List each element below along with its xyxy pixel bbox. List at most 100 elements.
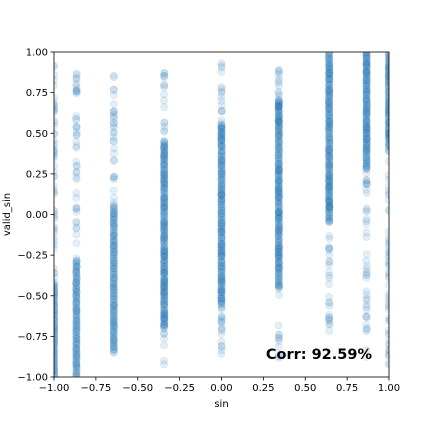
data-point	[160, 170, 168, 178]
data-point	[110, 246, 118, 255]
data-point	[109, 310, 118, 319]
data-point	[109, 237, 118, 246]
data-point	[275, 331, 283, 340]
data-point	[217, 157, 226, 166]
data-point	[362, 189, 371, 197]
data-point	[217, 188, 226, 197]
data-point	[325, 92, 334, 101]
data-point	[110, 322, 118, 331]
data-point	[274, 117, 283, 126]
data-point	[217, 169, 226, 178]
data-point	[362, 134, 371, 143]
data-point	[274, 102, 283, 111]
data-point	[325, 126, 334, 135]
data-point	[110, 214, 118, 223]
data-point	[275, 115, 283, 123]
data-point	[325, 316, 334, 325]
data-point	[385, 52, 389, 58]
data-point	[274, 250, 283, 259]
data-point	[325, 181, 334, 190]
data-point	[109, 113, 118, 121]
data-point	[217, 204, 226, 213]
data-point	[275, 251, 283, 260]
data-point	[325, 314, 333, 323]
data-point	[54, 150, 58, 159]
data-point	[109, 305, 118, 313]
data-point	[325, 159, 334, 168]
data-point	[274, 139, 283, 148]
data-point	[385, 314, 389, 322]
data-point	[54, 319, 58, 328]
data-point	[274, 188, 283, 197]
data-point	[217, 160, 226, 168]
data-point	[325, 122, 333, 131]
data-point	[54, 291, 58, 300]
data-point	[325, 169, 333, 178]
data-point	[109, 330, 118, 339]
data-point	[160, 256, 169, 265]
data-point	[160, 198, 169, 207]
data-point	[385, 94, 389, 103]
data-point	[274, 166, 283, 175]
data-point	[72, 340, 81, 349]
data-point	[217, 257, 226, 266]
data-point	[274, 155, 283, 164]
data-point	[274, 186, 283, 194]
data-point	[274, 76, 283, 85]
data-point	[275, 132, 283, 141]
data-point	[325, 187, 333, 196]
data-point	[217, 150, 226, 159]
data-point	[274, 264, 283, 273]
data-point	[362, 156, 371, 164]
data-point	[325, 67, 334, 76]
data-point	[217, 218, 226, 227]
data-point	[274, 112, 283, 121]
data-point	[362, 161, 371, 170]
data-point	[362, 180, 371, 189]
data-point	[325, 140, 334, 149]
data-point	[325, 301, 334, 310]
data-point	[217, 172, 226, 181]
data-point	[109, 186, 118, 195]
y-tick-label: 0.25	[26, 169, 48, 180]
data-point	[217, 282, 226, 291]
data-point	[217, 143, 226, 152]
data-point	[72, 262, 81, 271]
data-point	[217, 142, 226, 151]
data-point	[160, 259, 169, 268]
data-point	[217, 197, 226, 206]
data-point	[109, 231, 118, 240]
data-point	[110, 244, 118, 253]
data-point	[362, 90, 371, 99]
data-point	[72, 360, 81, 369]
data-point	[160, 141, 169, 150]
data-point	[160, 247, 169, 256]
data-point	[109, 205, 118, 214]
data-point	[274, 238, 283, 247]
data-point	[217, 238, 226, 247]
data-point	[275, 129, 283, 138]
data-point	[72, 262, 81, 271]
data-point	[160, 257, 168, 266]
data-point	[110, 221, 118, 229]
data-point	[54, 306, 58, 315]
data-point	[325, 188, 334, 197]
data-point	[160, 173, 169, 182]
data-point	[160, 305, 169, 314]
data-point	[275, 164, 283, 173]
data-point	[217, 63, 226, 72]
data-point	[217, 191, 226, 200]
data-point	[385, 190, 389, 198]
data-point	[362, 145, 371, 154]
data-point	[160, 289, 169, 298]
point-column	[72, 69, 81, 377]
data-point	[275, 337, 283, 346]
data-point	[274, 123, 283, 132]
data-point	[160, 307, 169, 315]
data-point	[217, 121, 226, 130]
data-point	[54, 367, 58, 376]
data-point	[160, 201, 168, 210]
data-point	[274, 186, 283, 195]
data-point	[362, 131, 371, 140]
data-point	[325, 147, 334, 156]
